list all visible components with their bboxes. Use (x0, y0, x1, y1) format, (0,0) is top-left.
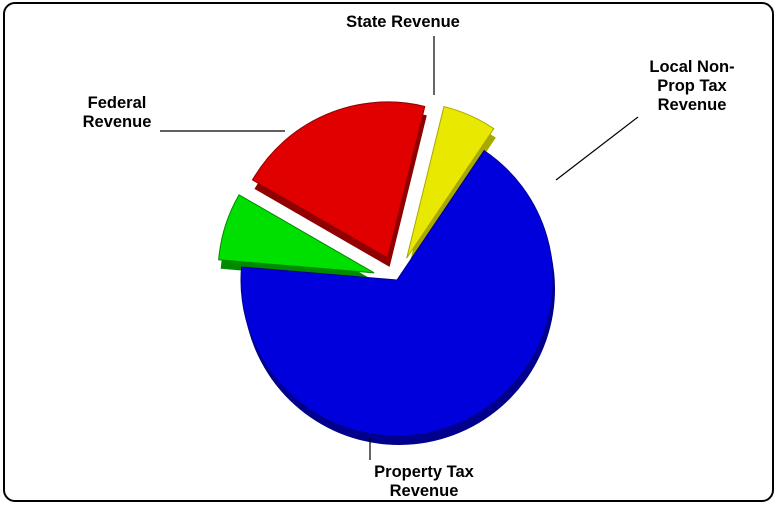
leader-line-2 (555, 116, 639, 181)
slice-label-4: Federal Revenue (83, 94, 152, 131)
slice-label-1: State Revenue (346, 13, 460, 31)
pie-slice-state-revenue (251, 101, 426, 259)
pie-slice-local-non-prop-tax-revenue (406, 105, 495, 259)
pie-slice-property-tax-revenue (240, 149, 554, 437)
pie-slices (218, 101, 556, 446)
slice-labels: State Revenue Local Non-Prop Tax Revenue Pr… (83, 13, 735, 500)
pie-slice-federal-revenue (218, 194, 375, 274)
slice-label-3: Property Tax Revenue (374, 463, 474, 500)
slice-label-2: Local Non-Prop Tax Revenue (649, 58, 734, 114)
leader-lines (160, 36, 639, 460)
